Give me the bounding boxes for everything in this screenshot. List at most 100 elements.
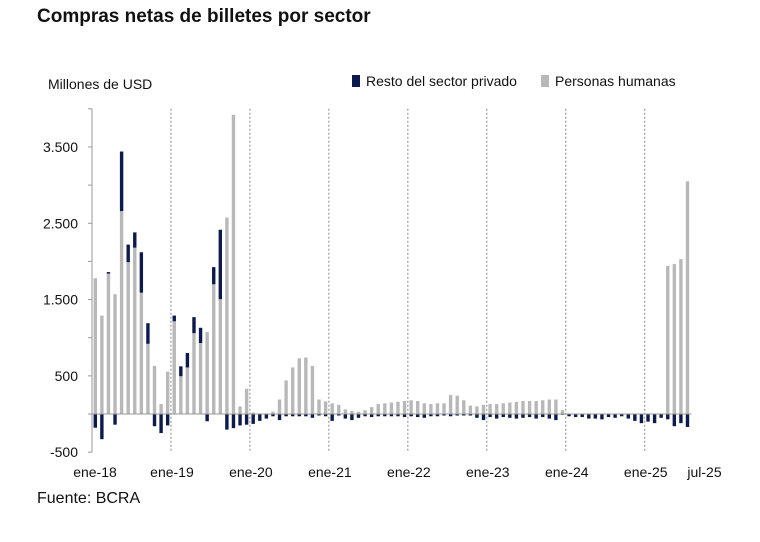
bar-personas-humanas: [416, 401, 420, 414]
bar-resto-sector-privado: [389, 414, 394, 417]
bar-resto-sector-privado: [343, 414, 348, 419]
bar-personas-humanas: [468, 405, 473, 414]
bar-personas-humanas: [139, 292, 144, 414]
bar-resto-sector-privado: [402, 414, 407, 418]
bar-personas-humanas: [442, 403, 446, 414]
bar-personas-humanas: [271, 411, 275, 414]
bar-personas-humanas: [501, 403, 505, 414]
bar-personas-humanas: [383, 403, 387, 414]
bar-personas-humanas: [547, 399, 552, 414]
bar-resto-sector-privado: [304, 414, 308, 417]
source-note: Fuente: BCRA: [37, 490, 141, 507]
bar-resto-sector-privado: [541, 414, 545, 418]
bar-resto-sector-privado: [383, 414, 387, 417]
x-tick-label: ene-18: [73, 464, 117, 480]
bar-resto-sector-privado: [106, 272, 111, 274]
bar-resto-sector-privado: [93, 414, 97, 428]
bar-personas-humanas: [297, 358, 301, 414]
bar-resto-sector-privado: [501, 414, 505, 418]
x-tick-label: ene-22: [387, 464, 431, 480]
bar-resto-sector-privado: [225, 414, 229, 430]
bar-resto-sector-privado: [514, 414, 519, 419]
bar-resto-sector-privado: [587, 414, 591, 419]
x-tick-label: ene-25: [624, 464, 668, 480]
bar-resto-sector-privado: [192, 317, 196, 334]
bar-personas-humanas: [541, 400, 545, 414]
bar-resto-sector-privado: [113, 414, 117, 425]
bar-personas-humanas: [448, 394, 453, 414]
bar-personas-humanas: [290, 367, 295, 414]
bar-resto-sector-privado: [475, 414, 479, 418]
bar-resto-sector-privado: [139, 252, 144, 293]
bar-resto-sector-privado: [547, 414, 552, 419]
bar-personas-humanas: [554, 399, 558, 414]
bar-personas-humanas: [488, 404, 492, 414]
bar-resto-sector-privado: [573, 414, 578, 418]
bar-resto-sector-privado: [330, 414, 334, 421]
bar-resto-sector-privado: [488, 414, 492, 418]
bar-personas-humanas: [225, 217, 229, 414]
bar-personas-humanas: [323, 401, 328, 414]
bar-personas-humanas: [685, 181, 690, 414]
x-tick-label: ene-20: [229, 464, 273, 480]
bar-personas-humanas: [666, 265, 670, 414]
x-tick-label: ene-19: [150, 464, 194, 480]
bar-resto-sector-privado: [455, 414, 459, 416]
bar-personas-humanas: [679, 259, 683, 414]
bar-resto-sector-privado: [251, 414, 255, 424]
bar-personas-humanas: [93, 278, 97, 414]
bar-personas-humanas: [330, 403, 334, 414]
legend-label: Resto del sector privado: [366, 73, 517, 89]
bar-personas-humanas: [455, 395, 459, 414]
bar-personas-humanas: [231, 114, 236, 415]
bar-resto-sector-privado: [356, 414, 361, 418]
bar-resto-sector-privado: [350, 414, 354, 421]
bar-personas-humanas: [106, 273, 111, 414]
bar-personas-humanas: [179, 376, 183, 414]
bar-resto-sector-privado: [633, 414, 637, 421]
bar-resto-sector-privado: [679, 414, 683, 424]
bar-resto-sector-privado: [133, 232, 137, 248]
bar-resto-sector-privado: [277, 414, 282, 421]
y-tick-label: 3.500: [43, 139, 78, 155]
bar-resto-sector-privado: [409, 414, 413, 417]
bar-resto-sector-privado: [271, 414, 275, 417]
bar-resto-sector-privado: [567, 414, 571, 417]
bar-resto-sector-privado: [580, 414, 584, 418]
bar-personas-humanas: [310, 365, 315, 414]
bar-resto-sector-privado: [626, 414, 630, 419]
bar-resto-sector-privado: [606, 414, 611, 418]
bar-resto-sector-privado: [126, 244, 130, 263]
y-tick-label: 1.500: [43, 292, 78, 308]
bar-resto-sector-privado: [284, 414, 288, 417]
y-axis-label: Millones de USD: [48, 76, 153, 92]
bar-personas-humanas: [475, 406, 479, 414]
bar-personas-humanas: [165, 371, 170, 414]
bar-resto-sector-privado: [212, 267, 216, 285]
bar-personas-humanas: [527, 401, 532, 414]
bar-resto-sector-privado: [146, 323, 150, 344]
bar-resto-sector-privado: [119, 151, 124, 212]
bar-personas-humanas: [244, 388, 249, 414]
bar-resto-sector-privado: [527, 414, 532, 418]
bar-resto-sector-privado: [422, 414, 426, 418]
bar-resto-sector-privado: [666, 414, 670, 420]
bar-resto-sector-privado: [435, 414, 440, 417]
bar-personas-humanas: [672, 264, 677, 414]
y-tick-label: -500: [50, 444, 78, 460]
bar-resto-sector-privado: [448, 414, 453, 417]
bar-personas-humanas: [218, 299, 223, 414]
bar-resto-sector-privado: [593, 414, 598, 419]
x-tick-label: ene-21: [308, 464, 352, 480]
bar-resto-sector-privado: [264, 414, 269, 419]
bar-resto-sector-privado: [290, 414, 295, 417]
x-tick-label: ene-24: [545, 464, 589, 480]
bar-resto-sector-privado: [198, 327, 203, 344]
bar-personas-humanas: [376, 404, 380, 414]
bar-resto-sector-privado: [297, 414, 301, 417]
bar-personas-humanas: [337, 404, 341, 414]
bar-personas-humanas: [521, 401, 525, 414]
bar-resto-sector-privado: [619, 414, 624, 417]
bar-resto-sector-privado: [534, 414, 538, 419]
bar-resto-sector-privado: [376, 414, 380, 417]
